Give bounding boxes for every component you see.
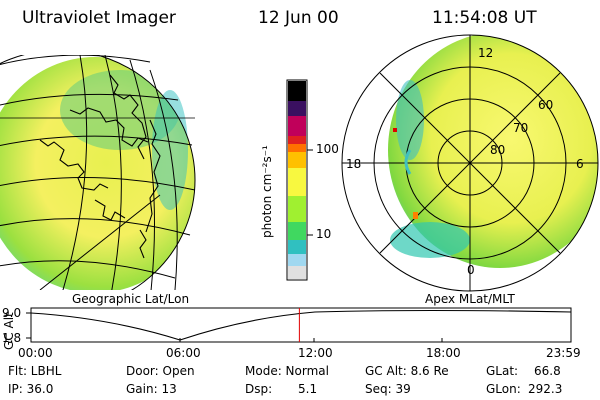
mode-info: Mode: Normal xyxy=(245,364,329,378)
glat-label: GLat: xyxy=(486,364,519,378)
door-info: Door: Open xyxy=(126,364,195,378)
altitude-xtick-0000: 00:00 xyxy=(18,346,53,360)
dsp-label: Dsp: xyxy=(245,382,273,396)
app-title: Ultraviolet Imager xyxy=(22,8,176,28)
color-bar xyxy=(286,79,313,281)
colorbar-tick-10: 10 xyxy=(316,227,332,241)
altitude-xtick-0600: 06:00 xyxy=(166,346,201,360)
polar-mlt-18: 18 xyxy=(346,157,362,171)
altitude-ytick-min: 1.8 xyxy=(2,331,22,345)
polar-lat-60: 60 xyxy=(538,98,554,112)
colorbar-tick-100: 100 xyxy=(316,142,339,156)
glon-value: 292.3 xyxy=(528,382,563,396)
polar-lat-80: 80 xyxy=(490,143,506,157)
polar-mlt-12: 12 xyxy=(478,46,494,60)
glon-label: GLon: xyxy=(486,382,521,396)
altitude-plot xyxy=(26,307,572,343)
dsp-value: 5.1 xyxy=(298,382,318,396)
coastline-outline xyxy=(39,74,161,259)
geographic-image xyxy=(0,55,196,290)
date-label: 12 Jun 00 xyxy=(258,8,339,28)
colorbar-unit-label: photon cm⁻²s⁻¹ xyxy=(260,145,274,238)
seq-info: Seq: 39 xyxy=(365,382,411,396)
altitude-xtick-1800: 18:00 xyxy=(426,346,461,360)
altitude-ytick-max: 9.0 xyxy=(2,306,22,320)
filter-info: Flt: LBHL xyxy=(8,364,62,378)
geographic-panel-label: Geographic Lat/Lon xyxy=(72,292,190,306)
polar-image xyxy=(341,34,599,292)
gc-alt-info: GC Alt: 8.6 Re xyxy=(365,364,449,378)
geographic-grid xyxy=(0,55,196,290)
polar-grid xyxy=(341,34,599,292)
time-label: 11:54:08 UT xyxy=(432,8,537,28)
ip-info: IP: 36.0 xyxy=(8,382,54,396)
altitude-xtick-2359: 23:59 xyxy=(546,346,581,360)
polar-mlt-6: 6 xyxy=(576,157,584,171)
polar-panel-label: Apex MLat/MLT xyxy=(425,292,515,306)
glat-value: 66.8 xyxy=(534,364,561,378)
gain-info: Gain: 13 xyxy=(126,382,177,396)
polar-lat-70: 70 xyxy=(513,121,529,135)
polar-mlt-0: 0 xyxy=(467,263,475,277)
altitude-xtick-1200: 12:00 xyxy=(298,346,333,360)
